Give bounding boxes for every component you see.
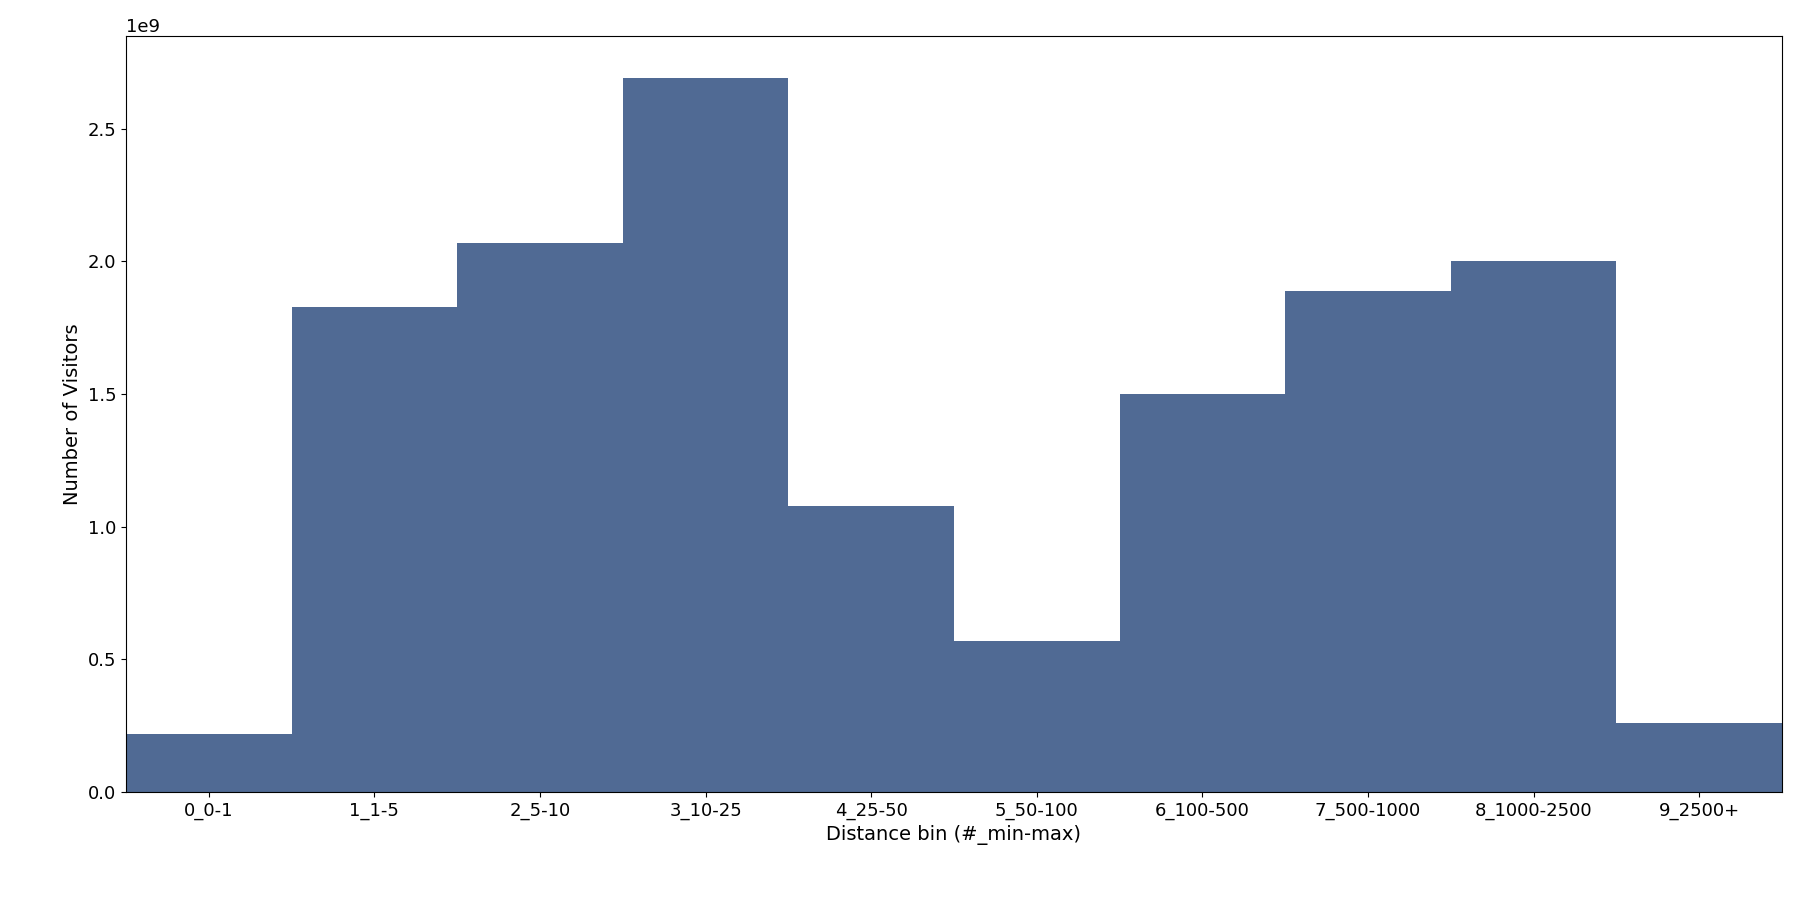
Bar (623, 78, 788, 792)
Bar (788, 506, 954, 792)
Bar (1616, 723, 1782, 792)
Bar (954, 641, 1120, 792)
Y-axis label: Number of Visitors: Number of Visitors (63, 323, 83, 505)
Bar (1120, 394, 1285, 792)
Bar (292, 307, 457, 792)
Bar (457, 243, 623, 792)
X-axis label: Distance bin (#_min-max): Distance bin (#_min-max) (826, 825, 1082, 845)
Bar (1285, 291, 1451, 792)
Bar (126, 734, 292, 792)
Bar (1451, 262, 1616, 792)
